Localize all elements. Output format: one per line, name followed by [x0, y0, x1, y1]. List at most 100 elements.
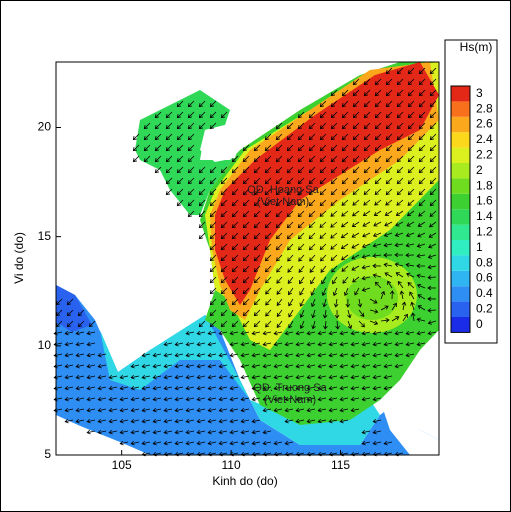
wave-arrow — [295, 341, 305, 347]
wave-arrow — [187, 133, 195, 141]
wave-arrow — [209, 254, 217, 262]
wave-arrow — [251, 352, 261, 358]
wave-arrow — [385, 78, 393, 86]
wave-arrow — [361, 265, 371, 270]
wave-arrow — [174, 418, 184, 424]
wave-arrow — [130, 374, 140, 380]
wave-arrow — [308, 210, 316, 218]
wave-arrow — [374, 111, 382, 119]
wave-arrow — [66, 320, 74, 328]
wave-arrow — [306, 374, 316, 380]
wave-arrow — [220, 320, 228, 328]
wave-arrow — [176, 111, 184, 119]
wave-arrow — [410, 301, 415, 311]
wave-arrow — [328, 407, 338, 413]
wave-arrow — [75, 418, 85, 424]
wave-arrow — [198, 188, 206, 196]
wave-arrow — [165, 155, 173, 163]
wave-arrow — [253, 309, 261, 317]
wave-arrow — [428, 243, 437, 249]
wave-arrow — [354, 287, 360, 296]
wave-arrow — [341, 100, 349, 108]
colorbar-swatch — [451, 101, 470, 117]
wave-arrow — [242, 309, 250, 317]
wave-arrow — [207, 341, 217, 347]
wave-arrow — [407, 67, 415, 75]
wave-arrow — [319, 155, 327, 163]
wave-arrow — [154, 111, 162, 119]
wave-arrow — [264, 210, 272, 218]
wave-arrow — [308, 155, 316, 163]
wave-arrow — [297, 177, 305, 185]
wave-arrow — [196, 396, 206, 402]
wave-arrow — [418, 188, 426, 196]
wave-arrow — [341, 199, 349, 206]
wave-arrow — [396, 144, 404, 152]
wave-arrow — [262, 385, 272, 391]
wave-arrow — [361, 440, 371, 446]
wave-arrow — [330, 122, 338, 130]
wave-arrow — [334, 309, 340, 319]
wave-arrow — [198, 221, 206, 229]
wave-arrow — [276, 265, 283, 273]
wave-arrow — [309, 265, 316, 273]
wave-arrow — [273, 385, 283, 391]
wave-arrow — [165, 177, 173, 185]
wave-arrow — [187, 199, 195, 207]
wave-arrow — [372, 263, 382, 269]
wave-arrow — [372, 243, 382, 248]
wave-arrow — [347, 309, 352, 319]
wave-arrow — [407, 78, 415, 86]
wave-arrow — [299, 276, 305, 285]
y-tick-label: 5 — [44, 447, 51, 461]
wave-arrow — [174, 396, 184, 402]
wave-arrow — [163, 396, 173, 402]
wave-arrow — [64, 385, 74, 391]
wave-arrow — [231, 166, 239, 174]
wave-arrow — [330, 221, 338, 228]
x-tick-label: 105 — [112, 458, 132, 472]
wave-arrow — [287, 254, 294, 262]
wave-arrow — [383, 352, 393, 358]
wave-arrow — [163, 363, 173, 369]
wave-arrow — [374, 89, 382, 97]
wave-arrow — [75, 330, 85, 336]
wave-arrow — [428, 232, 437, 238]
wave-arrow — [323, 320, 328, 330]
wave-arrow — [299, 287, 305, 296]
wave-arrow — [372, 363, 382, 369]
wave-arrow — [185, 352, 195, 358]
wave-arrow — [309, 254, 316, 262]
wave-arrow — [264, 144, 272, 152]
wave-arrow — [240, 407, 250, 413]
wave-arrow — [264, 155, 272, 163]
wave-arrow — [163, 341, 173, 347]
wave-arrow — [380, 290, 386, 300]
wave-arrow — [284, 330, 294, 336]
wave-arrow — [218, 363, 228, 369]
wave-arrow — [231, 232, 239, 240]
wave-arrow — [64, 418, 74, 424]
wave-arrow — [372, 396, 382, 402]
wave-arrow — [295, 385, 305, 391]
x-tick-label: 110 — [222, 458, 241, 472]
x-tick-label: 115 — [331, 458, 350, 472]
wave-arrow — [339, 374, 349, 380]
wave-arrow — [119, 418, 129, 424]
wave-arrow — [64, 407, 74, 413]
wave-arrow — [328, 341, 338, 347]
wave-arrow — [152, 429, 162, 435]
wave-arrow — [418, 133, 426, 141]
wave-arrow — [264, 166, 272, 174]
wave-arrow — [130, 396, 140, 402]
wave-arrow — [385, 155, 393, 163]
wave-arrow — [322, 298, 327, 308]
wave-arrow — [207, 429, 217, 435]
wave-arrow — [429, 166, 437, 174]
wave-arrow — [242, 188, 250, 196]
wave-arrow — [352, 78, 360, 86]
wave-arrow — [176, 188, 184, 196]
wave-arrow — [418, 177, 426, 185]
wave-arrow — [165, 133, 173, 141]
wave-arrow — [141, 396, 151, 402]
